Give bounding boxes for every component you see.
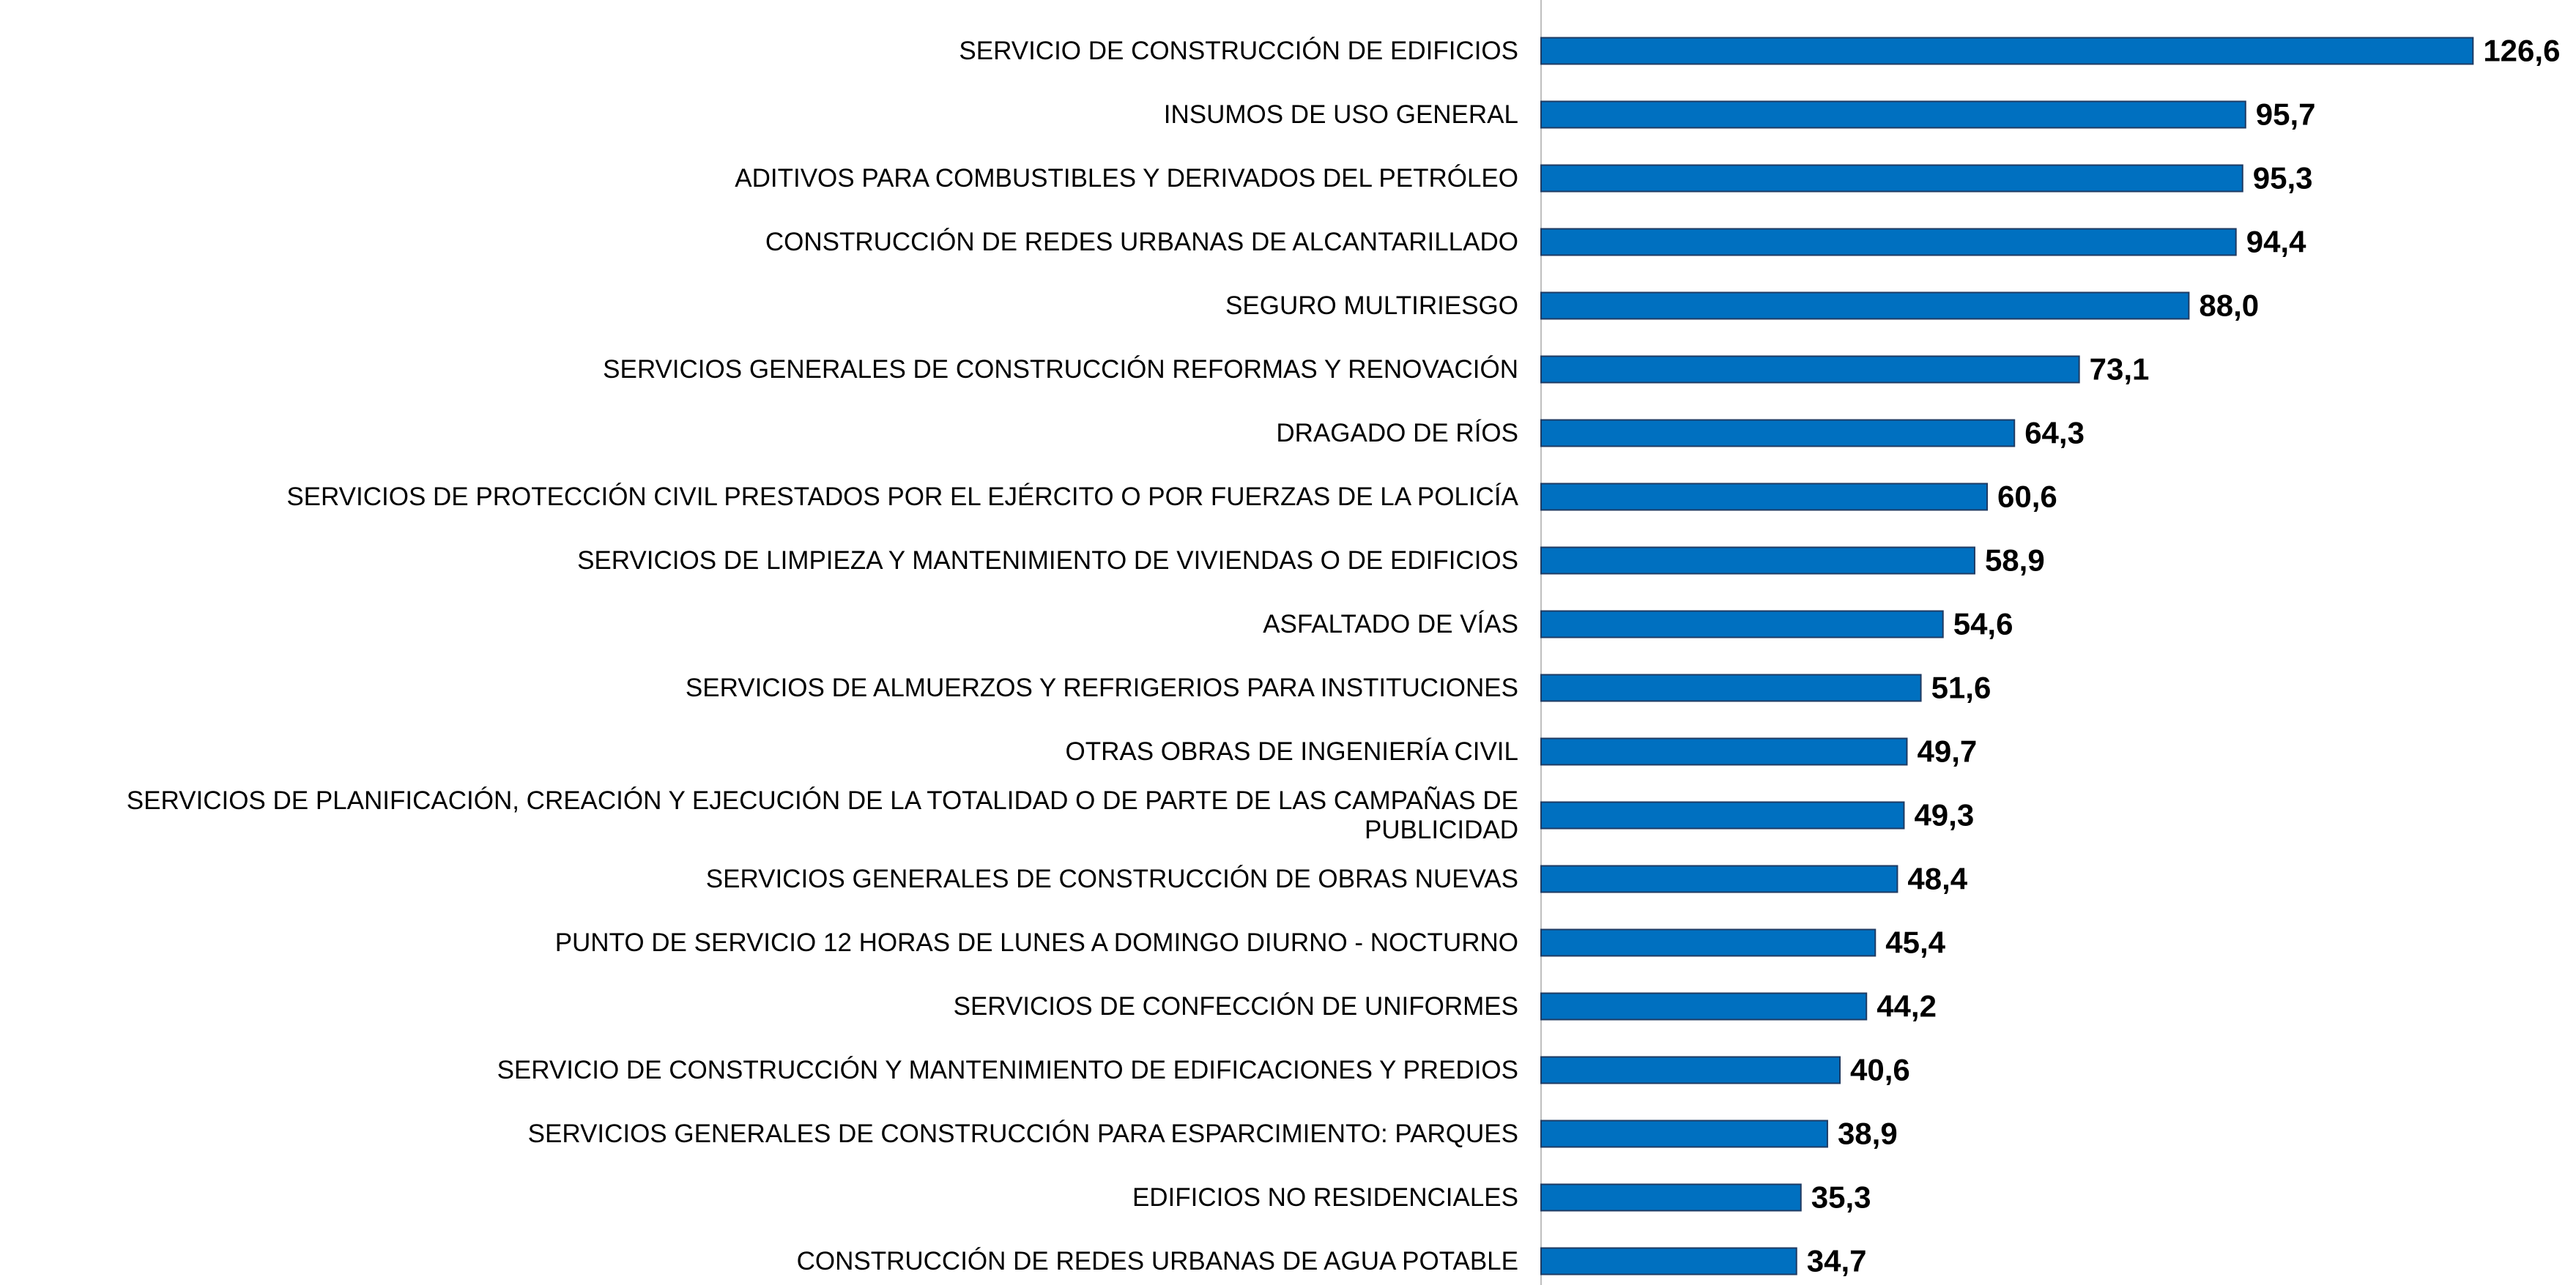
value-label: 44,2	[1877, 989, 1937, 1024]
value-label: 35,3	[1811, 1180, 1871, 1215]
bar	[1540, 1183, 1802, 1212]
value-label: 88,0	[2199, 288, 2259, 323]
value-label: 34,7	[1807, 1244, 1867, 1278]
category-label: DRAGADO DE RÍOS	[1276, 418, 1518, 447]
bar	[1540, 610, 1944, 638]
bar	[1540, 928, 1877, 957]
value-label: 94,4	[2246, 225, 2306, 259]
bar	[1540, 291, 2190, 320]
category-label: ADITIVOS PARA COMBUSTIBLES Y DERIVADOS D…	[735, 163, 1518, 193]
value-label: 126,6	[2483, 34, 2560, 68]
bar	[1540, 483, 1989, 511]
value-label: 49,3	[1914, 798, 1974, 833]
value-label: 54,6	[1953, 607, 2013, 641]
bar	[1540, 546, 1975, 575]
category-label: CONSTRUCCIÓN DE REDES URBANAS DE AGUA PO…	[796, 1246, 1518, 1275]
bar	[1540, 801, 1905, 830]
category-label: SERVICIOS DE ALMUERZOS Y REFRIGERIOS PAR…	[685, 673, 1518, 702]
value-label: 64,3	[2024, 416, 2085, 450]
value-label: 73,1	[2090, 352, 2150, 387]
value-label: 95,3	[2253, 161, 2313, 195]
bar	[1540, 865, 1898, 893]
value-label: 49,7	[1917, 734, 1977, 769]
category-label: SERVICIOS DE CONFECCIÓN DE UNIFORMES	[953, 991, 1518, 1021]
category-label: SERVICIO DE CONSTRUCCIÓN Y MANTENIMIENTO…	[497, 1055, 1518, 1084]
category-label: SERVICIOS DE PLANIFICACIÓN, CREACIÓN Y E…	[126, 786, 1518, 844]
category-label: CONSTRUCCIÓN DE REDES URBANAS DE ALCANTA…	[765, 227, 1518, 256]
category-label: PUNTO DE SERVICIO 12 HORAS DE LUNES A DO…	[554, 928, 1518, 957]
bar	[1540, 1120, 1828, 1148]
bar	[1540, 100, 2246, 129]
bar	[1540, 674, 1922, 702]
category-label: SERVICIOS DE LIMPIEZA Y MANTENIMIENTO DE…	[577, 545, 1518, 575]
value-label: 95,7	[2256, 97, 2316, 132]
category-label: SERVICIO DE CONSTRUCCIÓN DE EDIFICIOS	[959, 36, 1518, 65]
category-label: SERVICIOS GENERALES DE CONSTRUCCIÓN PARA…	[527, 1119, 1518, 1148]
value-label: 48,4	[1907, 862, 1967, 896]
value-label: 58,9	[1985, 543, 2045, 578]
bar	[1540, 992, 1868, 1021]
bar	[1540, 419, 2016, 447]
value-label: 60,6	[1997, 480, 2057, 514]
bar	[1540, 1247, 1797, 1275]
category-label: SERVICIOS DE PROTECCIÓN CIVIL PRESTADOS …	[286, 482, 1518, 511]
value-label: 45,4	[1885, 925, 1945, 960]
value-label: 38,9	[1838, 1117, 1898, 1151]
category-label: ASFALTADO DE VÍAS	[1263, 609, 1518, 638]
category-label: EDIFICIOS NO RESIDENCIALES	[1132, 1182, 1518, 1212]
value-label: 51,6	[1931, 671, 1992, 705]
bar	[1540, 1056, 1841, 1084]
bar	[1540, 37, 2474, 65]
category-label: SEGURO MULTIRIESGO	[1225, 291, 1518, 320]
category-label: OTRAS OBRAS DE INGENIERÍA CIVIL	[1065, 737, 1518, 766]
category-label: SERVICIOS GENERALES DE CONSTRUCCIÓN REFO…	[603, 354, 1518, 384]
category-label: SERVICIOS GENERALES DE CONSTRUCCIÓN DE O…	[705, 864, 1518, 893]
bar	[1540, 355, 2080, 384]
value-label: 40,6	[1850, 1053, 1910, 1087]
bar	[1540, 228, 2237, 256]
bar	[1540, 164, 2243, 193]
category-label: INSUMOS DE USO GENERAL	[1163, 100, 1518, 129]
bar	[1540, 737, 1908, 766]
